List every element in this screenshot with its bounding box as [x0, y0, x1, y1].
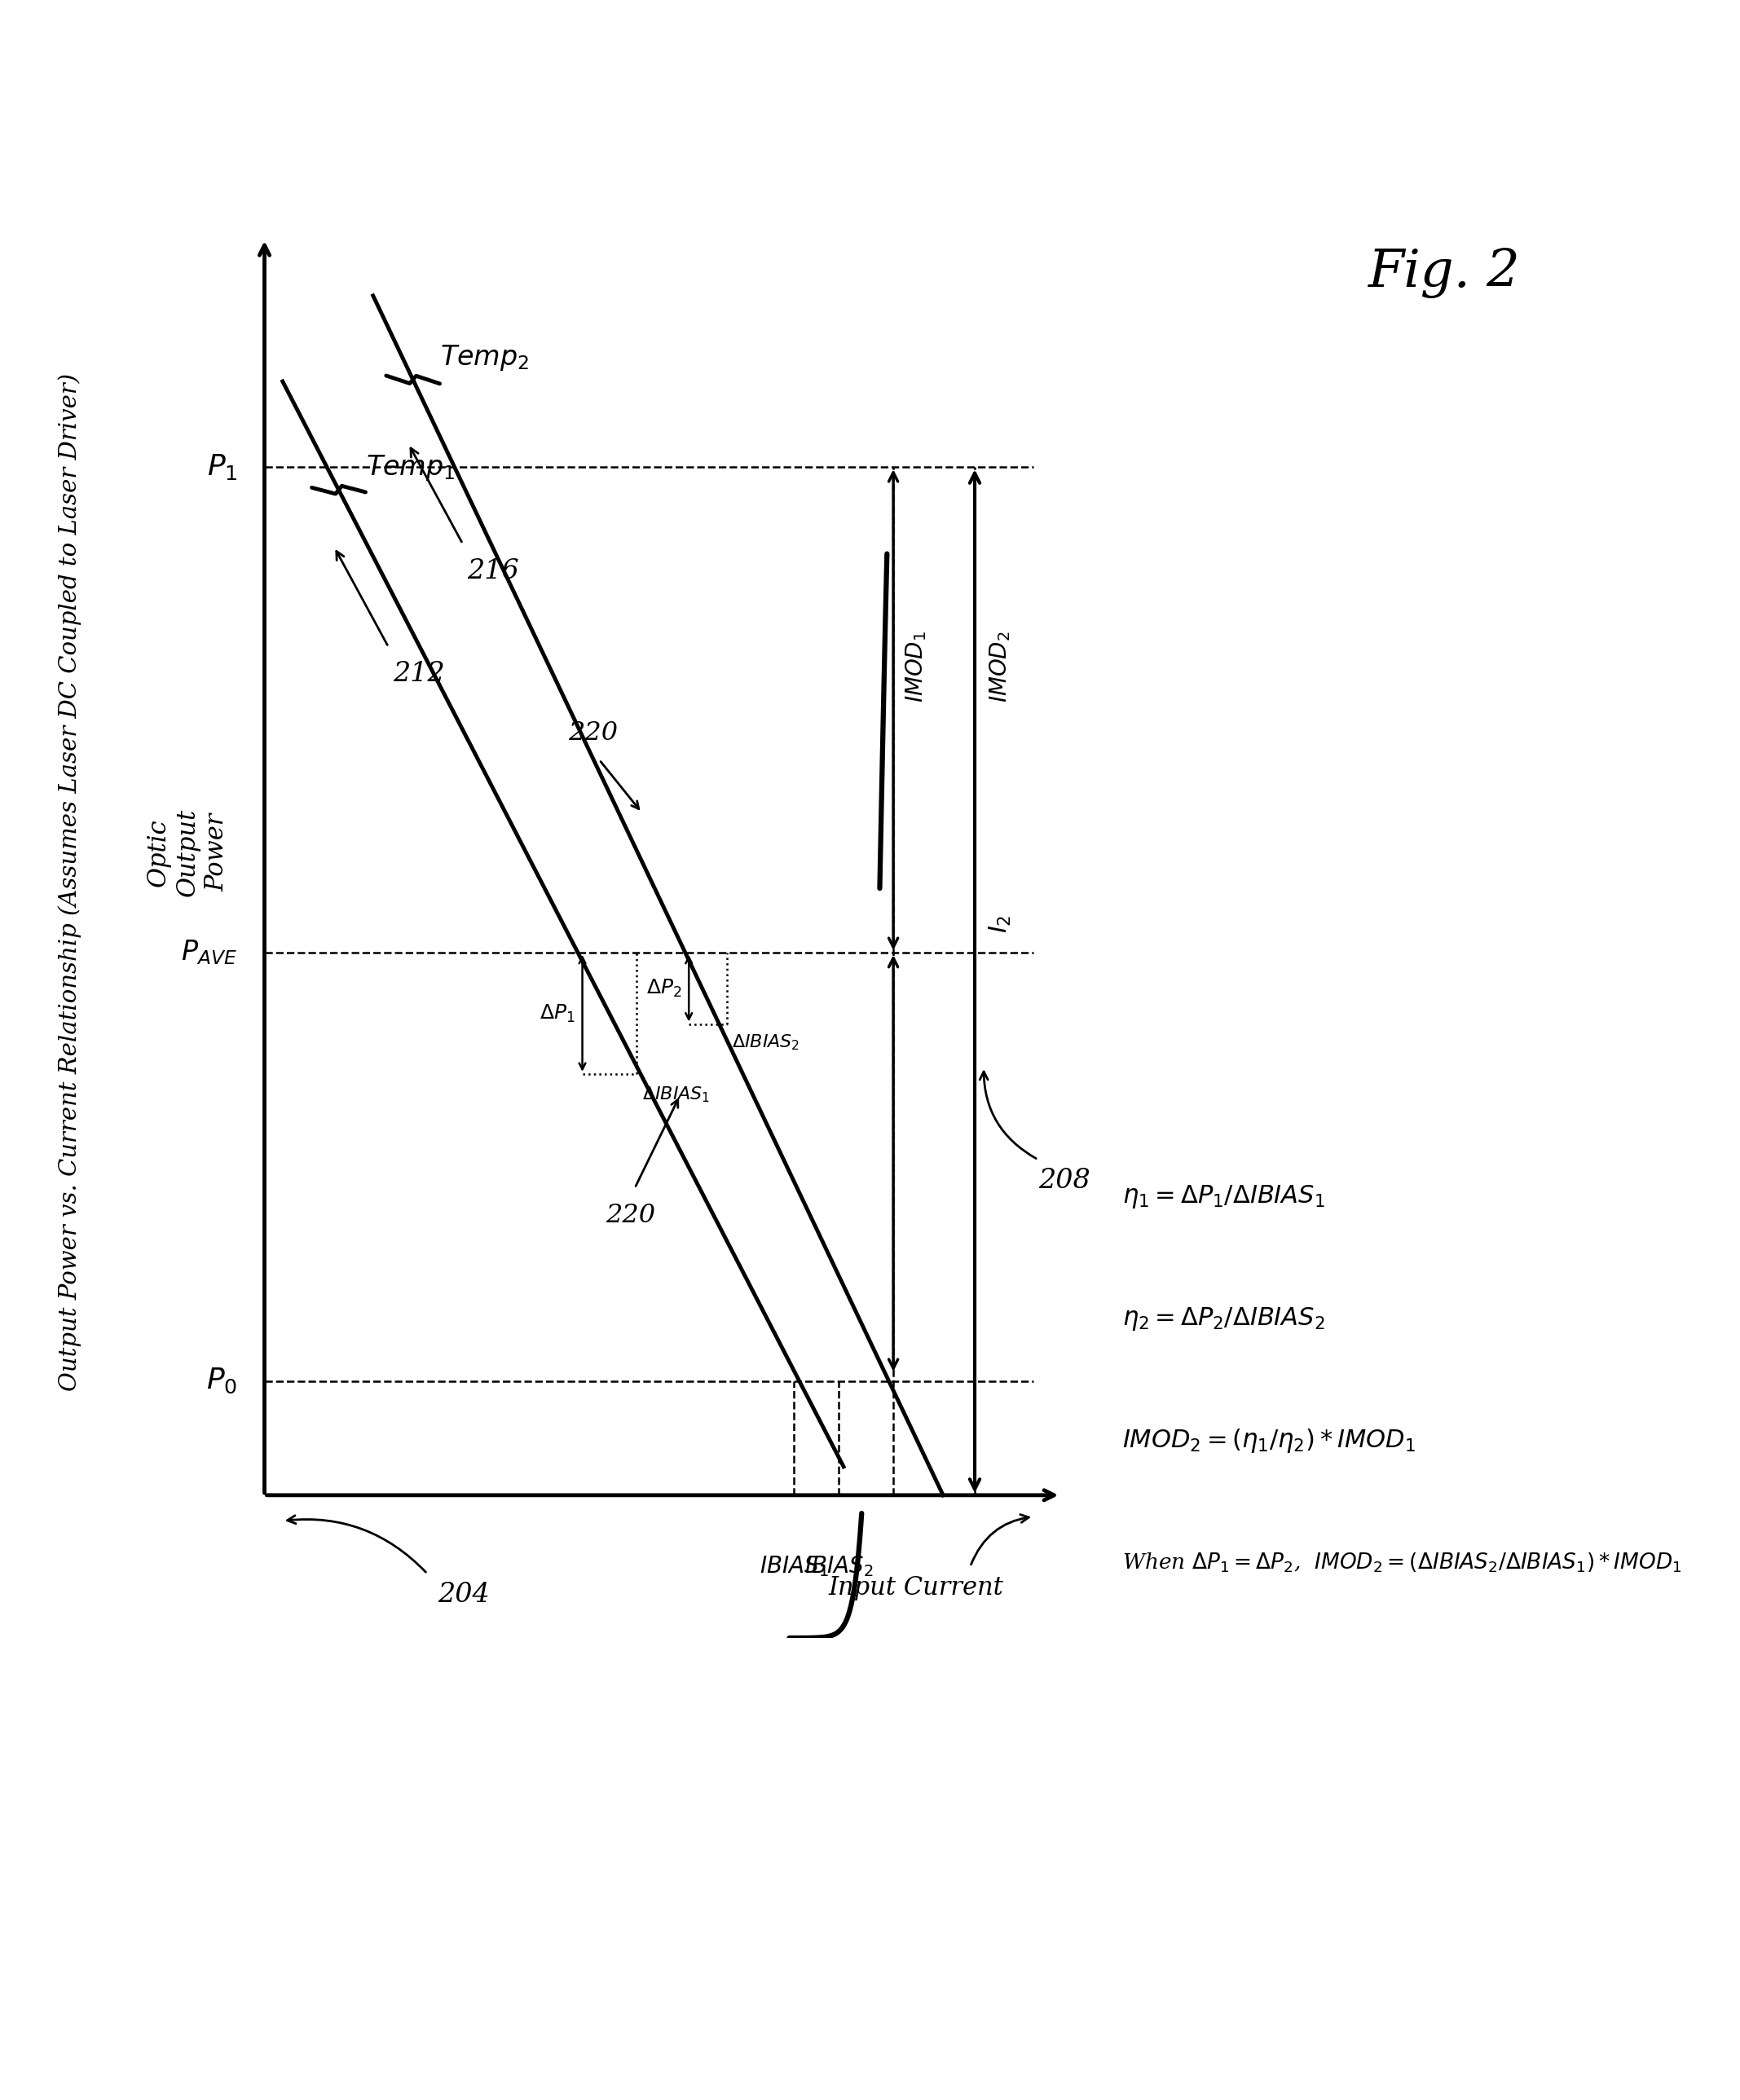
Text: $P_0$: $P_0$	[207, 1367, 237, 1394]
Text: Input Current: Input Current	[828, 1575, 1004, 1600]
Text: 204: 204	[437, 1581, 489, 1609]
Text: 220: 220	[606, 1203, 656, 1228]
Text: $\eta_2 = \Delta P_2 / \Delta IBIAS_2$: $\eta_2 = \Delta P_2 / \Delta IBIAS_2$	[1122, 1306, 1324, 1331]
Text: 208: 208	[1039, 1168, 1089, 1195]
Text: $\Delta IBIAS_2$: $\Delta IBIAS_2$	[733, 1033, 800, 1052]
Text: $IMOD_2 = (\eta_1 / \eta_2) * IMOD_1$: $IMOD_2 = (\eta_1 / \eta_2) * IMOD_1$	[1122, 1426, 1416, 1455]
Text: 216: 216	[468, 559, 519, 584]
Text: $IMOD_1$: $IMOD_1$	[903, 632, 927, 704]
Text: Fig. 2: Fig. 2	[1368, 248, 1521, 298]
Text: $I_2$: $I_2$	[987, 916, 1013, 932]
Text: $\Delta P_2$: $\Delta P_2$	[646, 979, 682, 1000]
Text: $P_{AVE}$: $P_{AVE}$	[181, 939, 237, 966]
Text: 212: 212	[393, 662, 445, 687]
Text: 220: 220	[567, 720, 618, 746]
Text: Optic
Output
Power: Optic Output Power	[146, 808, 230, 897]
Text: $IBIAS_2$: $IBIAS_2$	[804, 1554, 873, 1579]
Text: When $\Delta P_1 = \Delta P_2$,  $IMOD_2 = (\Delta IBIAS_2 / \Delta IBIAS_1) * I: When $\Delta P_1 = \Delta P_2$, $IMOD_2 …	[1122, 1550, 1683, 1575]
Text: $Temp_1$: $Temp_1$	[365, 454, 454, 483]
Text: $\eta_1 = \Delta P_1 / \Delta IBIAS_1$: $\eta_1 = \Delta P_1 / \Delta IBIAS_1$	[1122, 1184, 1326, 1210]
Text: $\Delta IBIAS_1$: $\Delta IBIAS_1$	[642, 1086, 710, 1105]
Text: $IBIAS_1$: $IBIAS_1$	[759, 1554, 828, 1579]
Text: $P_1$: $P_1$	[207, 452, 237, 481]
Text: Output Power vs. Current Relationship (Assumes Laser DC Coupled to Laser Driver): Output Power vs. Current Relationship (A…	[57, 374, 82, 1390]
Text: $Temp_2$: $Temp_2$	[440, 342, 529, 372]
Text: $IMOD_2$: $IMOD_2$	[988, 632, 1013, 704]
Text: $\Delta P_1$: $\Delta P_1$	[539, 1002, 576, 1025]
